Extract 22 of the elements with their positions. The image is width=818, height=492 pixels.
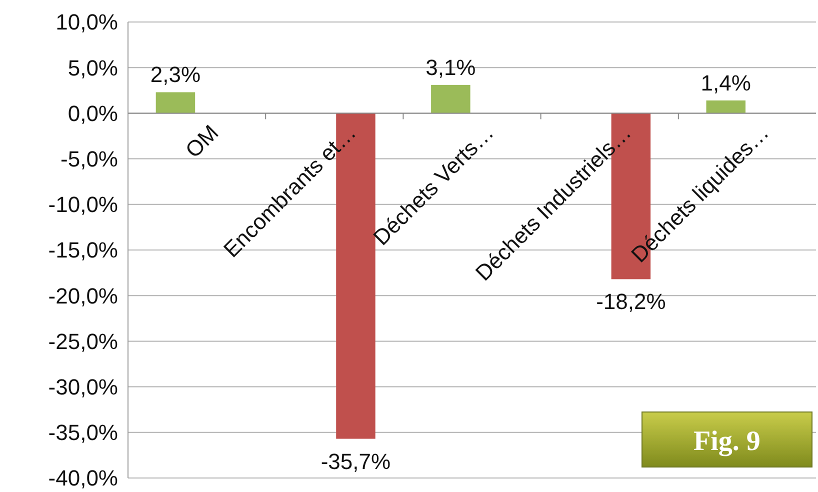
bar	[156, 92, 196, 114]
y-tick-label: 10,0%	[56, 10, 118, 35]
annotation: Fig. 9	[694, 426, 760, 457]
y-tick-label: -30,0%	[48, 374, 118, 400]
y-tick-label: -10,0%	[48, 192, 118, 218]
bar	[431, 84, 470, 114]
y-tick-label: -40,0%	[48, 466, 118, 491]
data-label: 1,4%	[700, 70, 751, 96]
y-tick-label: -15,0%	[48, 238, 118, 263]
data-label: -18,2%	[596, 289, 666, 314]
y-tick-label: -35,0%	[48, 420, 118, 446]
figure-badge: Fig. 9	[642, 412, 812, 468]
bar	[706, 100, 746, 114]
data-label: -35,7%	[320, 448, 391, 474]
data-label: 2,3%	[150, 62, 201, 88]
data-label: 3,1%	[426, 54, 476, 80]
y-tick-label: -20,0%	[48, 283, 118, 308]
x-tick-label: OM	[180, 120, 224, 163]
y-tick-label: 5,0%	[68, 55, 118, 80]
y-tick-label: -25,0%	[48, 328, 118, 354]
y-tick-label: -5,0%	[60, 146, 118, 172]
y-tick-label: 0,0%	[68, 100, 118, 126]
